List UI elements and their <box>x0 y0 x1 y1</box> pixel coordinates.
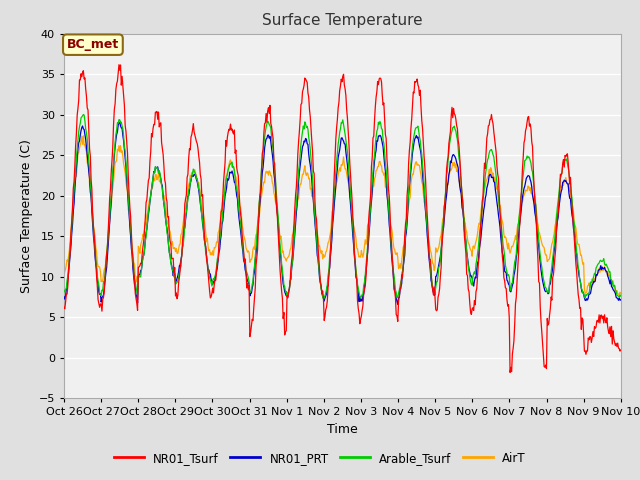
Title: Surface Temperature: Surface Temperature <box>262 13 422 28</box>
Text: BC_met: BC_met <box>67 38 119 51</box>
Y-axis label: Surface Temperature (C): Surface Temperature (C) <box>20 139 33 293</box>
Legend: NR01_Tsurf, NR01_PRT, Arable_Tsurf, AirT: NR01_Tsurf, NR01_PRT, Arable_Tsurf, AirT <box>109 447 531 469</box>
X-axis label: Time: Time <box>327 423 358 436</box>
